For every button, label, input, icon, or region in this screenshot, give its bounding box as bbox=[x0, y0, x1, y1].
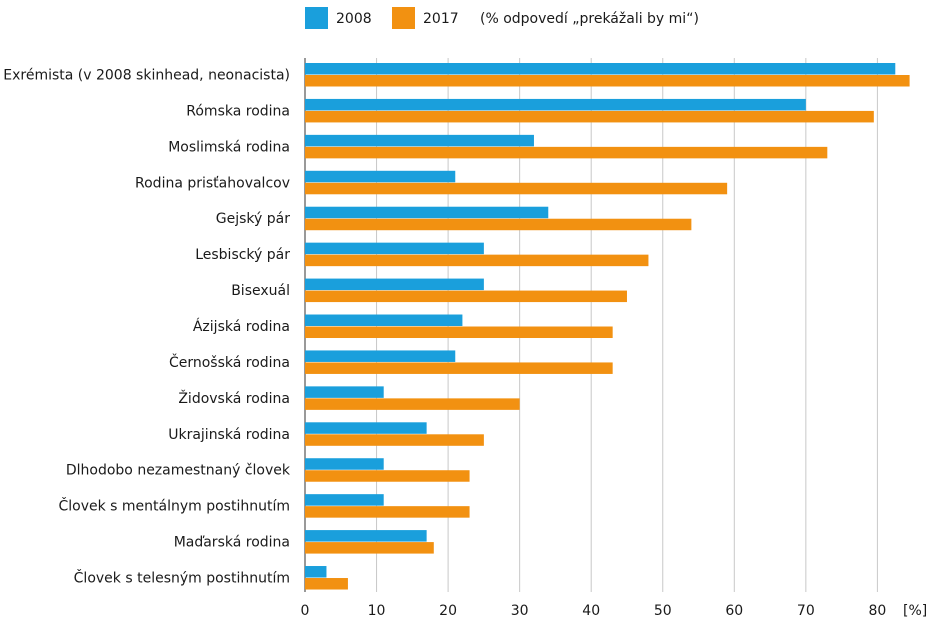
x-tick-70: 70 bbox=[797, 603, 815, 619]
legend-label-2017: 2017 bbox=[423, 11, 459, 27]
bar-2017-6 bbox=[305, 290, 627, 303]
bar-2017-10 bbox=[305, 434, 484, 446]
category-label-1: Rómska rodina bbox=[186, 103, 290, 119]
bar-2008-3 bbox=[305, 170, 456, 183]
category-label-6: Bisexuál bbox=[231, 283, 290, 299]
bar-2008-5 bbox=[305, 242, 484, 255]
bar-2008-0 bbox=[305, 63, 896, 75]
bar-2008-6 bbox=[305, 278, 484, 291]
bar-2017-7 bbox=[305, 326, 613, 339]
category-label-8: Černošská rodina bbox=[169, 353, 290, 371]
category-label-14: Človek s telesným postihnutím bbox=[74, 569, 290, 587]
category-label-5: Lesbiscký pár bbox=[195, 247, 290, 263]
x-tick-50: 50 bbox=[654, 603, 672, 619]
bar-2008-14 bbox=[305, 566, 327, 578]
category-label-3: Rodina prisťahovalcov bbox=[135, 175, 290, 191]
bar-2008-11 bbox=[305, 458, 384, 470]
category-label-11: Dlhodobo nezamestnaný človek bbox=[66, 463, 291, 479]
legend-swatch-2008 bbox=[305, 7, 328, 29]
category-label-0: Exrémista (v 2008 skinhead, neonacista) bbox=[3, 68, 290, 84]
x-tick-0: 0 bbox=[301, 603, 310, 619]
bar-2008-9 bbox=[305, 386, 384, 398]
bar-2017-13 bbox=[305, 542, 434, 554]
category-label-4: Gejský pár bbox=[216, 211, 290, 227]
x-tick-30: 30 bbox=[511, 603, 529, 619]
bar-2017-8 bbox=[305, 362, 613, 374]
bar-2008-7 bbox=[305, 314, 463, 327]
bar-2017-5 bbox=[305, 254, 649, 267]
bar-2008-13 bbox=[305, 530, 427, 542]
legend-note: (% odpovedí „prekážali by mi“) bbox=[480, 11, 699, 27]
bar-2008-4 bbox=[305, 206, 549, 219]
x-tick-labels: 0 10 20 30 40 50 60 70 80 bbox=[301, 603, 887, 619]
bar-2017-0 bbox=[305, 75, 910, 87]
bar-2017-1 bbox=[305, 110, 874, 123]
x-tick-80: 80 bbox=[868, 603, 886, 619]
bar-2008-12 bbox=[305, 494, 384, 506]
bar-2017-4 bbox=[305, 218, 692, 231]
bar-2008-1 bbox=[305, 98, 806, 111]
x-tick-20: 20 bbox=[439, 603, 457, 619]
bar-2008-8 bbox=[305, 350, 456, 362]
bar-2017-14 bbox=[305, 578, 348, 590]
x-tick-10: 10 bbox=[368, 603, 386, 619]
category-labels: Exrémista (v 2008 skinhead, neonacista) R… bbox=[3, 68, 291, 587]
bar-2017-11 bbox=[305, 470, 470, 482]
legend-label-2008: 2008 bbox=[336, 11, 372, 27]
legend-swatch-2017 bbox=[392, 7, 415, 29]
bar-2017-2 bbox=[305, 146, 828, 159]
legend: 2008 2017 (% odpovedí „prekážali by mi“) bbox=[305, 7, 699, 29]
x-tick-60: 60 bbox=[725, 603, 743, 619]
bar-2008-2 bbox=[305, 134, 534, 147]
bar-2017-9 bbox=[305, 398, 520, 410]
category-label-7: Ázijská rodina bbox=[193, 318, 290, 335]
x-tick-40: 40 bbox=[582, 603, 600, 619]
category-label-12: Človek s mentálnym postihnutím bbox=[58, 497, 290, 515]
category-label-10: Ukrajinská rodina bbox=[168, 427, 290, 443]
category-label-13: Maďarská rodina bbox=[174, 535, 290, 551]
category-label-2: Moslimská rodina bbox=[168, 139, 290, 155]
bar-2017-3 bbox=[305, 182, 728, 195]
x-unit-label: [%] bbox=[903, 603, 926, 619]
bar-2008-10 bbox=[305, 422, 427, 434]
category-label-9: Židovská rodina bbox=[178, 389, 290, 407]
bar-2017-12 bbox=[305, 506, 470, 518]
bars bbox=[305, 63, 910, 590]
